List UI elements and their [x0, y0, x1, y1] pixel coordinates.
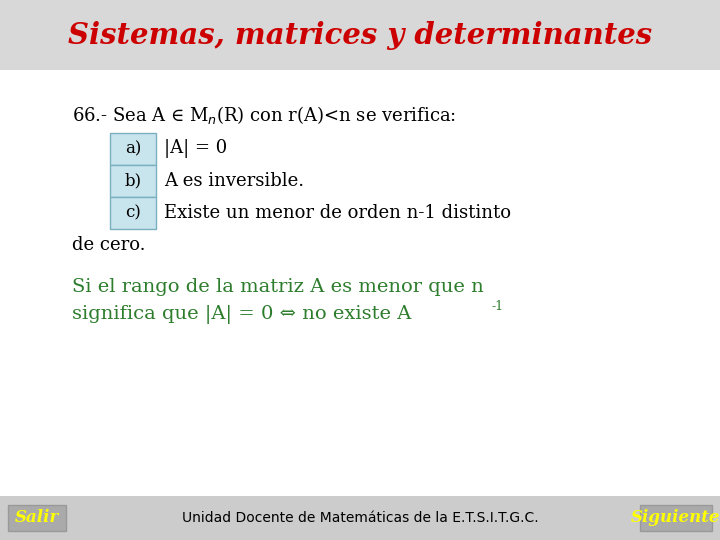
Text: Sistemas, matrices y determinantes: Sistemas, matrices y determinantes: [68, 21, 652, 50]
Text: A es inversible.: A es inversible.: [164, 172, 304, 190]
Text: a): a): [125, 140, 141, 158]
Text: Unidad Docente de Matemáticas de la E.T.S.I.T.G.C.: Unidad Docente de Matemáticas de la E.T.…: [181, 511, 539, 525]
Bar: [0, 496, 720, 540]
Text: Salir: Salir: [15, 510, 59, 526]
Text: de cero.: de cero.: [72, 236, 145, 254]
Text: Siguiente: Siguiente: [631, 510, 720, 526]
FancyBboxPatch shape: [640, 505, 712, 531]
Text: 66.- Sea A ∈ M$_n$(R) con r(A)<n se verifica:: 66.- Sea A ∈ M$_n$(R) con r(A)<n se veri…: [72, 104, 456, 126]
Bar: [110, 197, 156, 229]
Text: Si el rango de la matriz A es menor que n: Si el rango de la matriz A es menor que …: [72, 278, 484, 296]
Bar: [110, 133, 156, 165]
Text: -1: -1: [492, 300, 504, 314]
Bar: [0, 0, 720, 70]
Text: |A| = 0: |A| = 0: [164, 139, 228, 159]
Bar: [110, 165, 156, 197]
Text: c): c): [125, 205, 141, 221]
Text: significa que |A| = 0 ⇔ no existe A: significa que |A| = 0 ⇔ no existe A: [72, 306, 411, 325]
Bar: [0, 70, 720, 496]
Text: Existe un menor de orden n-1 distinto: Existe un menor de orden n-1 distinto: [164, 204, 511, 222]
Text: b): b): [125, 172, 142, 190]
FancyBboxPatch shape: [8, 505, 66, 531]
